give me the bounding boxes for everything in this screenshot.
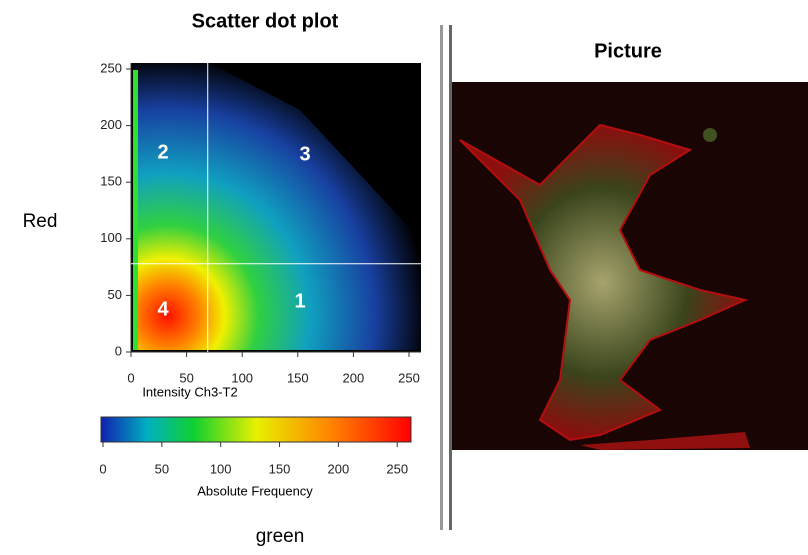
colorbar-tick-label: 100: [210, 461, 232, 476]
y-tick-label: 0: [115, 343, 122, 358]
divider: [440, 25, 443, 530]
x-tick-label: 200: [343, 370, 365, 385]
x-tick-label: 100: [231, 370, 253, 385]
quadrant-label: 4: [157, 298, 169, 320]
density-edge: [133, 70, 138, 350]
x-axis-title: Intensity Ch3-T2: [142, 384, 237, 399]
y-tick-label: 200: [100, 117, 122, 132]
right-title: Picture: [594, 40, 662, 62]
colorbar-tick-label: 150: [269, 461, 291, 476]
quadrant-label: 2: [157, 141, 168, 163]
divider: [449, 25, 452, 530]
y-tick-label: 150: [100, 174, 122, 189]
x-tick-label: 50: [179, 370, 193, 385]
quadrant-label: 1: [294, 290, 305, 312]
y-tick-label: 100: [100, 230, 122, 245]
left-title: Scatter dot plot: [192, 10, 339, 32]
x-tick-label: 150: [287, 370, 309, 385]
x-tick-label: 250: [398, 370, 420, 385]
x-tick-label: 0: [127, 370, 134, 385]
colorbar-title: Absolute Frequency: [197, 483, 313, 498]
colorbar-tick-label: 0: [99, 461, 106, 476]
y-tick-label: 250: [100, 60, 122, 75]
colorbar: [101, 417, 411, 442]
quadrant-label: 3: [299, 143, 310, 165]
figure: Scatter dot plot Picture Red green Inten…: [0, 0, 808, 550]
y-label: Red: [23, 211, 58, 232]
x-label: green: [256, 526, 305, 547]
y-tick-label: 50: [108, 287, 122, 302]
colorbar-tick-label: 200: [328, 461, 350, 476]
cell: [703, 128, 717, 142]
colorbar-tick-label: 50: [155, 461, 169, 476]
colorbar-tick-label: 250: [386, 461, 408, 476]
